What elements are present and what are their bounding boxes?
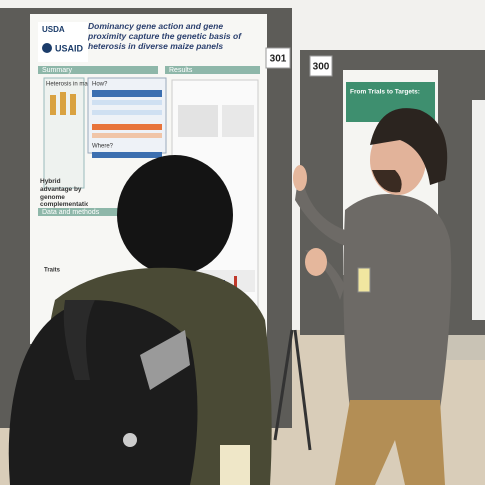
- logo-seal: [42, 43, 52, 53]
- panel: [87, 77, 167, 154]
- number-tag: [265, 47, 291, 69]
- stand-leg: [273, 329, 294, 441]
- section-heading: Results: [169, 67, 193, 74]
- figure: [50, 95, 56, 115]
- section-heading: Summary: [42, 67, 72, 74]
- hand: [293, 165, 307, 191]
- title-box: Dominancy gene action and gene proximity…: [88, 22, 242, 51]
- backpack-clip: [123, 433, 137, 447]
- figure: [60, 92, 66, 115]
- section-bar: [165, 66, 260, 74]
- note: Where?: [92, 144, 114, 150]
- hair: [117, 155, 233, 275]
- note: Traits: [44, 268, 61, 274]
- beard: [372, 170, 402, 193]
- poster-number: 301: [270, 54, 287, 65]
- sweater: [343, 194, 452, 410]
- trousers: [335, 400, 445, 485]
- figure: [92, 110, 162, 115]
- backpack-strap: [63, 300, 95, 380]
- number-tag: [309, 55, 333, 77]
- poster-number: 300: [313, 62, 330, 73]
- section-bar: [38, 208, 158, 216]
- figure: [92, 90, 162, 97]
- logo: USDA: [42, 25, 65, 34]
- hand: [305, 248, 327, 276]
- section-bar: [38, 66, 158, 74]
- hair: [370, 108, 448, 185]
- figure: [92, 100, 162, 105]
- figure: [92, 133, 162, 138]
- poster-title: Dominancy gene action and gene proximity…: [88, 22, 242, 51]
- logo: USAID: [55, 43, 84, 53]
- note-box: Hybrid advantage by genome complementati…: [40, 178, 88, 209]
- backpack-panel: [140, 330, 190, 390]
- logo-area: [38, 22, 88, 62]
- figure: [70, 94, 76, 115]
- note: How?: [92, 82, 108, 88]
- note: Hybrid advantage by genome complementati…: [40, 178, 88, 209]
- figure: [92, 124, 162, 130]
- section-heading: Data and methods: [42, 209, 100, 216]
- badge: [357, 267, 371, 293]
- poster-title: From Trials to Targets:: [350, 89, 420, 96]
- note: Heterosis in maize: [46, 82, 96, 88]
- arm: [295, 165, 352, 248]
- figure: [92, 152, 162, 158]
- chart-bar: [234, 276, 237, 290]
- chart: [178, 105, 218, 137]
- chart: [222, 105, 254, 137]
- backpack: [8, 300, 198, 485]
- stand-leg: [293, 329, 312, 451]
- poster-edge: [472, 100, 485, 320]
- papers: [220, 445, 250, 485]
